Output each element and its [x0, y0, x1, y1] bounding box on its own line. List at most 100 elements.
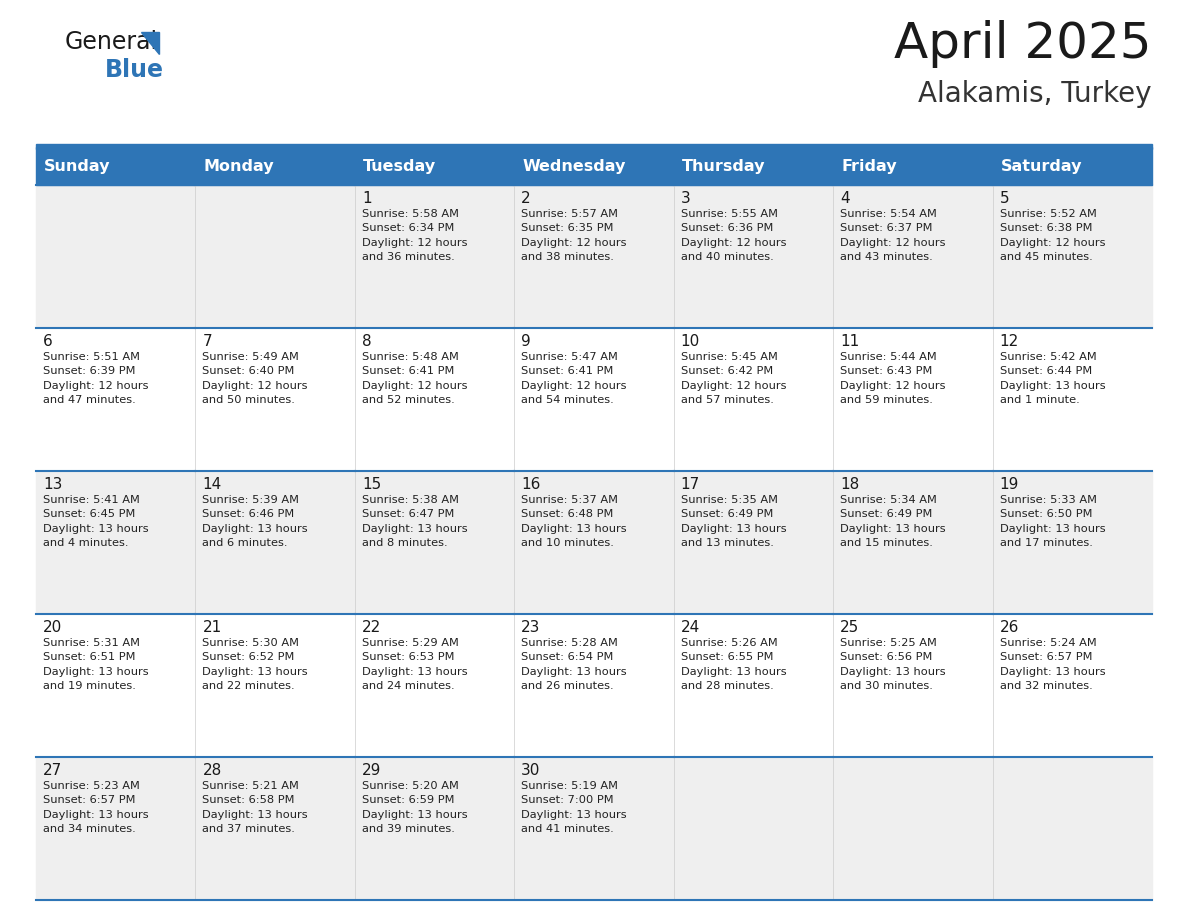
Text: 8: 8 [362, 334, 372, 349]
Text: 26: 26 [999, 620, 1019, 635]
Bar [992, 757, 1152, 900]
Text: 18: 18 [840, 477, 859, 492]
Text: 29: 29 [362, 763, 381, 778]
Text: 7: 7 [202, 334, 211, 349]
Text: Saturday: Saturday [1000, 159, 1082, 174]
Text: Friday: Friday [841, 159, 897, 174]
Bar [514, 614, 674, 757]
Text: 28: 28 [202, 763, 222, 778]
Text: Sunrise: 5:33 AM
Sunset: 6:50 PM
Daylight: 13 hours
and 17 minutes.: Sunrise: 5:33 AM Sunset: 6:50 PM Dayligh… [999, 495, 1105, 548]
Text: Alakamis, Turkey: Alakamis, Turkey [918, 80, 1152, 108]
Text: Sunrise: 5:41 AM
Sunset: 6:45 PM
Daylight: 13 hours
and 4 minutes.: Sunrise: 5:41 AM Sunset: 6:45 PM Dayligh… [43, 495, 148, 548]
Bar [196, 328, 355, 471]
Text: Sunrise: 5:28 AM
Sunset: 6:54 PM
Daylight: 13 hours
and 26 minutes.: Sunrise: 5:28 AM Sunset: 6:54 PM Dayligh… [522, 638, 627, 691]
Text: 20: 20 [43, 620, 62, 635]
Bar [833, 471, 992, 614]
Text: 12: 12 [999, 334, 1019, 349]
Text: 21: 21 [202, 620, 222, 635]
Text: Sunrise: 5:42 AM
Sunset: 6:44 PM
Daylight: 13 hours
and 1 minute.: Sunrise: 5:42 AM Sunset: 6:44 PM Dayligh… [999, 352, 1105, 405]
Text: 23: 23 [522, 620, 541, 635]
Text: Sunrise: 5:47 AM
Sunset: 6:41 PM
Daylight: 12 hours
and 54 minutes.: Sunrise: 5:47 AM Sunset: 6:41 PM Dayligh… [522, 352, 627, 405]
Text: 2: 2 [522, 191, 531, 206]
Bar [833, 614, 992, 757]
Text: 16: 16 [522, 477, 541, 492]
Bar [355, 471, 514, 614]
Bar [992, 614, 1152, 757]
Text: 27: 27 [43, 763, 62, 778]
Text: 10: 10 [681, 334, 700, 349]
Bar [36, 328, 196, 471]
Bar [992, 328, 1152, 471]
Text: Sunrise: 5:23 AM
Sunset: 6:57 PM
Daylight: 13 hours
and 34 minutes.: Sunrise: 5:23 AM Sunset: 6:57 PM Dayligh… [43, 781, 148, 834]
Text: Sunrise: 5:26 AM
Sunset: 6:55 PM
Daylight: 13 hours
and 28 minutes.: Sunrise: 5:26 AM Sunset: 6:55 PM Dayligh… [681, 638, 786, 691]
Bar [196, 185, 355, 328]
Bar [674, 757, 833, 900]
Text: Tuesday: Tuesday [362, 159, 436, 174]
Text: Sunrise: 5:25 AM
Sunset: 6:56 PM
Daylight: 13 hours
and 30 minutes.: Sunrise: 5:25 AM Sunset: 6:56 PM Dayligh… [840, 638, 946, 691]
Bar [674, 614, 833, 757]
Text: 11: 11 [840, 334, 859, 349]
Bar [196, 757, 355, 900]
Bar [674, 471, 833, 614]
Text: Sunrise: 5:34 AM
Sunset: 6:49 PM
Daylight: 13 hours
and 15 minutes.: Sunrise: 5:34 AM Sunset: 6:49 PM Dayligh… [840, 495, 946, 548]
Bar [196, 471, 355, 614]
Text: 25: 25 [840, 620, 859, 635]
Bar [514, 328, 674, 471]
Bar [514, 185, 674, 328]
Bar [674, 328, 833, 471]
Text: Sunrise: 5:29 AM
Sunset: 6:53 PM
Daylight: 13 hours
and 24 minutes.: Sunrise: 5:29 AM Sunset: 6:53 PM Dayligh… [362, 638, 468, 691]
Text: 4: 4 [840, 191, 849, 206]
Text: 1: 1 [362, 191, 372, 206]
Text: Sunrise: 5:35 AM
Sunset: 6:49 PM
Daylight: 13 hours
and 13 minutes.: Sunrise: 5:35 AM Sunset: 6:49 PM Dayligh… [681, 495, 786, 548]
Text: Sunrise: 5:19 AM
Sunset: 7:00 PM
Daylight: 13 hours
and 41 minutes.: Sunrise: 5:19 AM Sunset: 7:00 PM Dayligh… [522, 781, 627, 834]
Bar [36, 614, 196, 757]
Text: Sunrise: 5:31 AM
Sunset: 6:51 PM
Daylight: 13 hours
and 19 minutes.: Sunrise: 5:31 AM Sunset: 6:51 PM Dayligh… [43, 638, 148, 691]
Bar [514, 471, 674, 614]
Text: 17: 17 [681, 477, 700, 492]
Text: Sunrise: 5:51 AM
Sunset: 6:39 PM
Daylight: 12 hours
and 47 minutes.: Sunrise: 5:51 AM Sunset: 6:39 PM Dayligh… [43, 352, 148, 405]
Polygon shape [141, 32, 159, 54]
Text: 15: 15 [362, 477, 381, 492]
Text: 30: 30 [522, 763, 541, 778]
Bar [36, 757, 196, 900]
Text: Sunday: Sunday [44, 159, 110, 174]
Bar [514, 757, 674, 900]
Text: Sunrise: 5:30 AM
Sunset: 6:52 PM
Daylight: 13 hours
and 22 minutes.: Sunrise: 5:30 AM Sunset: 6:52 PM Dayligh… [202, 638, 308, 691]
Text: Sunrise: 5:44 AM
Sunset: 6:43 PM
Daylight: 12 hours
and 59 minutes.: Sunrise: 5:44 AM Sunset: 6:43 PM Dayligh… [840, 352, 946, 405]
Bar [833, 328, 992, 471]
Text: 22: 22 [362, 620, 381, 635]
Text: Sunrise: 5:21 AM
Sunset: 6:58 PM
Daylight: 13 hours
and 37 minutes.: Sunrise: 5:21 AM Sunset: 6:58 PM Dayligh… [202, 781, 308, 834]
Text: 13: 13 [43, 477, 63, 492]
Bar [36, 185, 196, 328]
Text: 19: 19 [999, 477, 1019, 492]
Text: Sunrise: 5:39 AM
Sunset: 6:46 PM
Daylight: 13 hours
and 6 minutes.: Sunrise: 5:39 AM Sunset: 6:46 PM Dayligh… [202, 495, 308, 548]
Text: April 2025: April 2025 [895, 20, 1152, 68]
Text: Wednesday: Wednesday [523, 159, 626, 174]
Text: Sunrise: 5:49 AM
Sunset: 6:40 PM
Daylight: 12 hours
and 50 minutes.: Sunrise: 5:49 AM Sunset: 6:40 PM Dayligh… [202, 352, 308, 405]
Text: Sunrise: 5:38 AM
Sunset: 6:47 PM
Daylight: 13 hours
and 8 minutes.: Sunrise: 5:38 AM Sunset: 6:47 PM Dayligh… [362, 495, 468, 548]
Text: 5: 5 [999, 191, 1009, 206]
Bar [355, 614, 514, 757]
Bar [355, 757, 514, 900]
Bar [355, 185, 514, 328]
Text: Sunrise: 5:58 AM
Sunset: 6:34 PM
Daylight: 12 hours
and 36 minutes.: Sunrise: 5:58 AM Sunset: 6:34 PM Dayligh… [362, 209, 467, 263]
Bar [355, 328, 514, 471]
Text: Sunrise: 5:24 AM
Sunset: 6:57 PM
Daylight: 13 hours
and 32 minutes.: Sunrise: 5:24 AM Sunset: 6:57 PM Dayligh… [999, 638, 1105, 691]
Bar [992, 471, 1152, 614]
Text: Sunrise: 5:37 AM
Sunset: 6:48 PM
Daylight: 13 hours
and 10 minutes.: Sunrise: 5:37 AM Sunset: 6:48 PM Dayligh… [522, 495, 627, 548]
Text: Sunrise: 5:55 AM
Sunset: 6:36 PM
Daylight: 12 hours
and 40 minutes.: Sunrise: 5:55 AM Sunset: 6:36 PM Dayligh… [681, 209, 786, 263]
Text: Sunrise: 5:45 AM
Sunset: 6:42 PM
Daylight: 12 hours
and 57 minutes.: Sunrise: 5:45 AM Sunset: 6:42 PM Dayligh… [681, 352, 786, 405]
Text: Sunrise: 5:20 AM
Sunset: 6:59 PM
Daylight: 13 hours
and 39 minutes.: Sunrise: 5:20 AM Sunset: 6:59 PM Dayligh… [362, 781, 468, 834]
Bar [36, 147, 1152, 185]
Text: Monday: Monday [203, 159, 274, 174]
Text: 24: 24 [681, 620, 700, 635]
Text: Thursday: Thursday [682, 159, 765, 174]
Bar [196, 614, 355, 757]
Text: 14: 14 [202, 477, 222, 492]
Bar [674, 185, 833, 328]
Text: General: General [65, 30, 158, 54]
Bar [992, 185, 1152, 328]
Text: Sunrise: 5:48 AM
Sunset: 6:41 PM
Daylight: 12 hours
and 52 minutes.: Sunrise: 5:48 AM Sunset: 6:41 PM Dayligh… [362, 352, 467, 405]
Text: 9: 9 [522, 334, 531, 349]
Text: 3: 3 [681, 191, 690, 206]
